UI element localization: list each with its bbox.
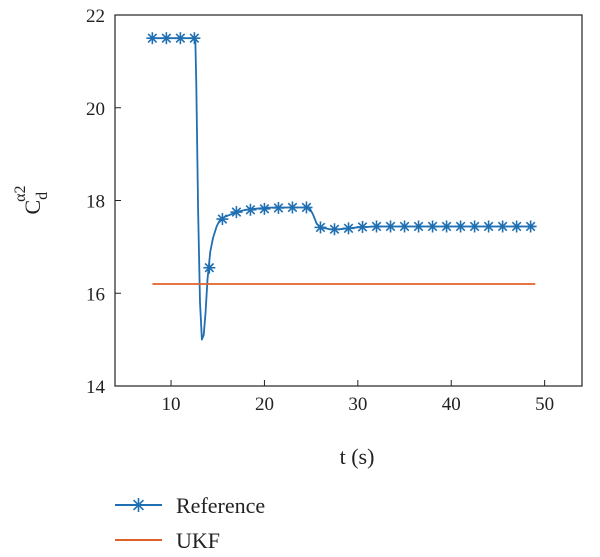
data-point-reference bbox=[174, 32, 187, 45]
legend-item-reference: Reference bbox=[115, 493, 265, 518]
series-layer bbox=[146, 32, 537, 341]
data-point-reference bbox=[300, 201, 313, 214]
data-point-reference bbox=[328, 223, 341, 236]
data-point-reference bbox=[510, 220, 523, 233]
data-point-reference bbox=[370, 220, 383, 233]
data-point-reference bbox=[342, 222, 355, 235]
data-point-reference bbox=[468, 220, 481, 233]
y-tick-label: 22 bbox=[86, 6, 105, 27]
data-point-reference bbox=[482, 220, 495, 233]
data-point-reference bbox=[244, 203, 257, 216]
data-point-reference bbox=[203, 261, 216, 274]
legend-reference-marker bbox=[131, 498, 146, 512]
y-axis-label-base: C bbox=[20, 200, 45, 215]
y-tick-label: 14 bbox=[86, 377, 106, 398]
data-point-reference bbox=[524, 220, 537, 233]
legend-item-ukf: UKF bbox=[115, 528, 220, 553]
data-point-reference bbox=[496, 220, 509, 233]
y-tick-label: 16 bbox=[86, 284, 105, 305]
x-axis-label: t (s) bbox=[340, 444, 375, 469]
y-tick-label: 18 bbox=[86, 192, 105, 213]
y-axis-label-sup: α2 bbox=[12, 185, 29, 201]
data-point-reference bbox=[258, 202, 271, 215]
series-line-reference bbox=[152, 37, 536, 341]
data-point-reference bbox=[314, 221, 327, 234]
legend: Reference UKF bbox=[115, 493, 265, 553]
y-axis-label: Cd α2 bbox=[12, 185, 51, 214]
data-point-reference bbox=[426, 220, 439, 233]
svg-text:Cdα2: Cd α2 bbox=[12, 185, 51, 214]
data-point-reference bbox=[412, 220, 425, 233]
x-tick-label: 30 bbox=[348, 394, 367, 415]
data-point-reference bbox=[188, 32, 201, 45]
series-reference bbox=[146, 32, 537, 341]
legend-reference-label: Reference bbox=[176, 493, 265, 518]
data-point-reference bbox=[356, 220, 369, 233]
x-tick-label: 40 bbox=[442, 394, 461, 415]
data-point-reference bbox=[440, 220, 453, 233]
data-point-reference bbox=[286, 201, 299, 214]
data-point-reference bbox=[454, 220, 467, 233]
data-point-reference bbox=[146, 32, 159, 45]
y-axis-label-sub: d bbox=[34, 192, 51, 200]
data-point-reference bbox=[160, 32, 173, 45]
legend-ukf-label: UKF bbox=[176, 528, 220, 553]
data-point-reference bbox=[398, 220, 411, 233]
axis-ticks: 10 20 30 40 50 14 16 18 20 22 bbox=[86, 6, 554, 415]
x-tick-label: 20 bbox=[255, 394, 274, 415]
data-point-reference bbox=[384, 220, 397, 233]
plot-frame bbox=[114, 14, 583, 387]
y-tick-label: 20 bbox=[86, 99, 105, 120]
x-tick-label: 50 bbox=[535, 394, 554, 415]
legend-asterisk-icon bbox=[131, 498, 146, 512]
data-point-reference bbox=[230, 206, 243, 219]
x-tick-label: 10 bbox=[162, 394, 181, 415]
data-point-reference bbox=[216, 213, 229, 226]
data-point-reference bbox=[272, 201, 285, 214]
